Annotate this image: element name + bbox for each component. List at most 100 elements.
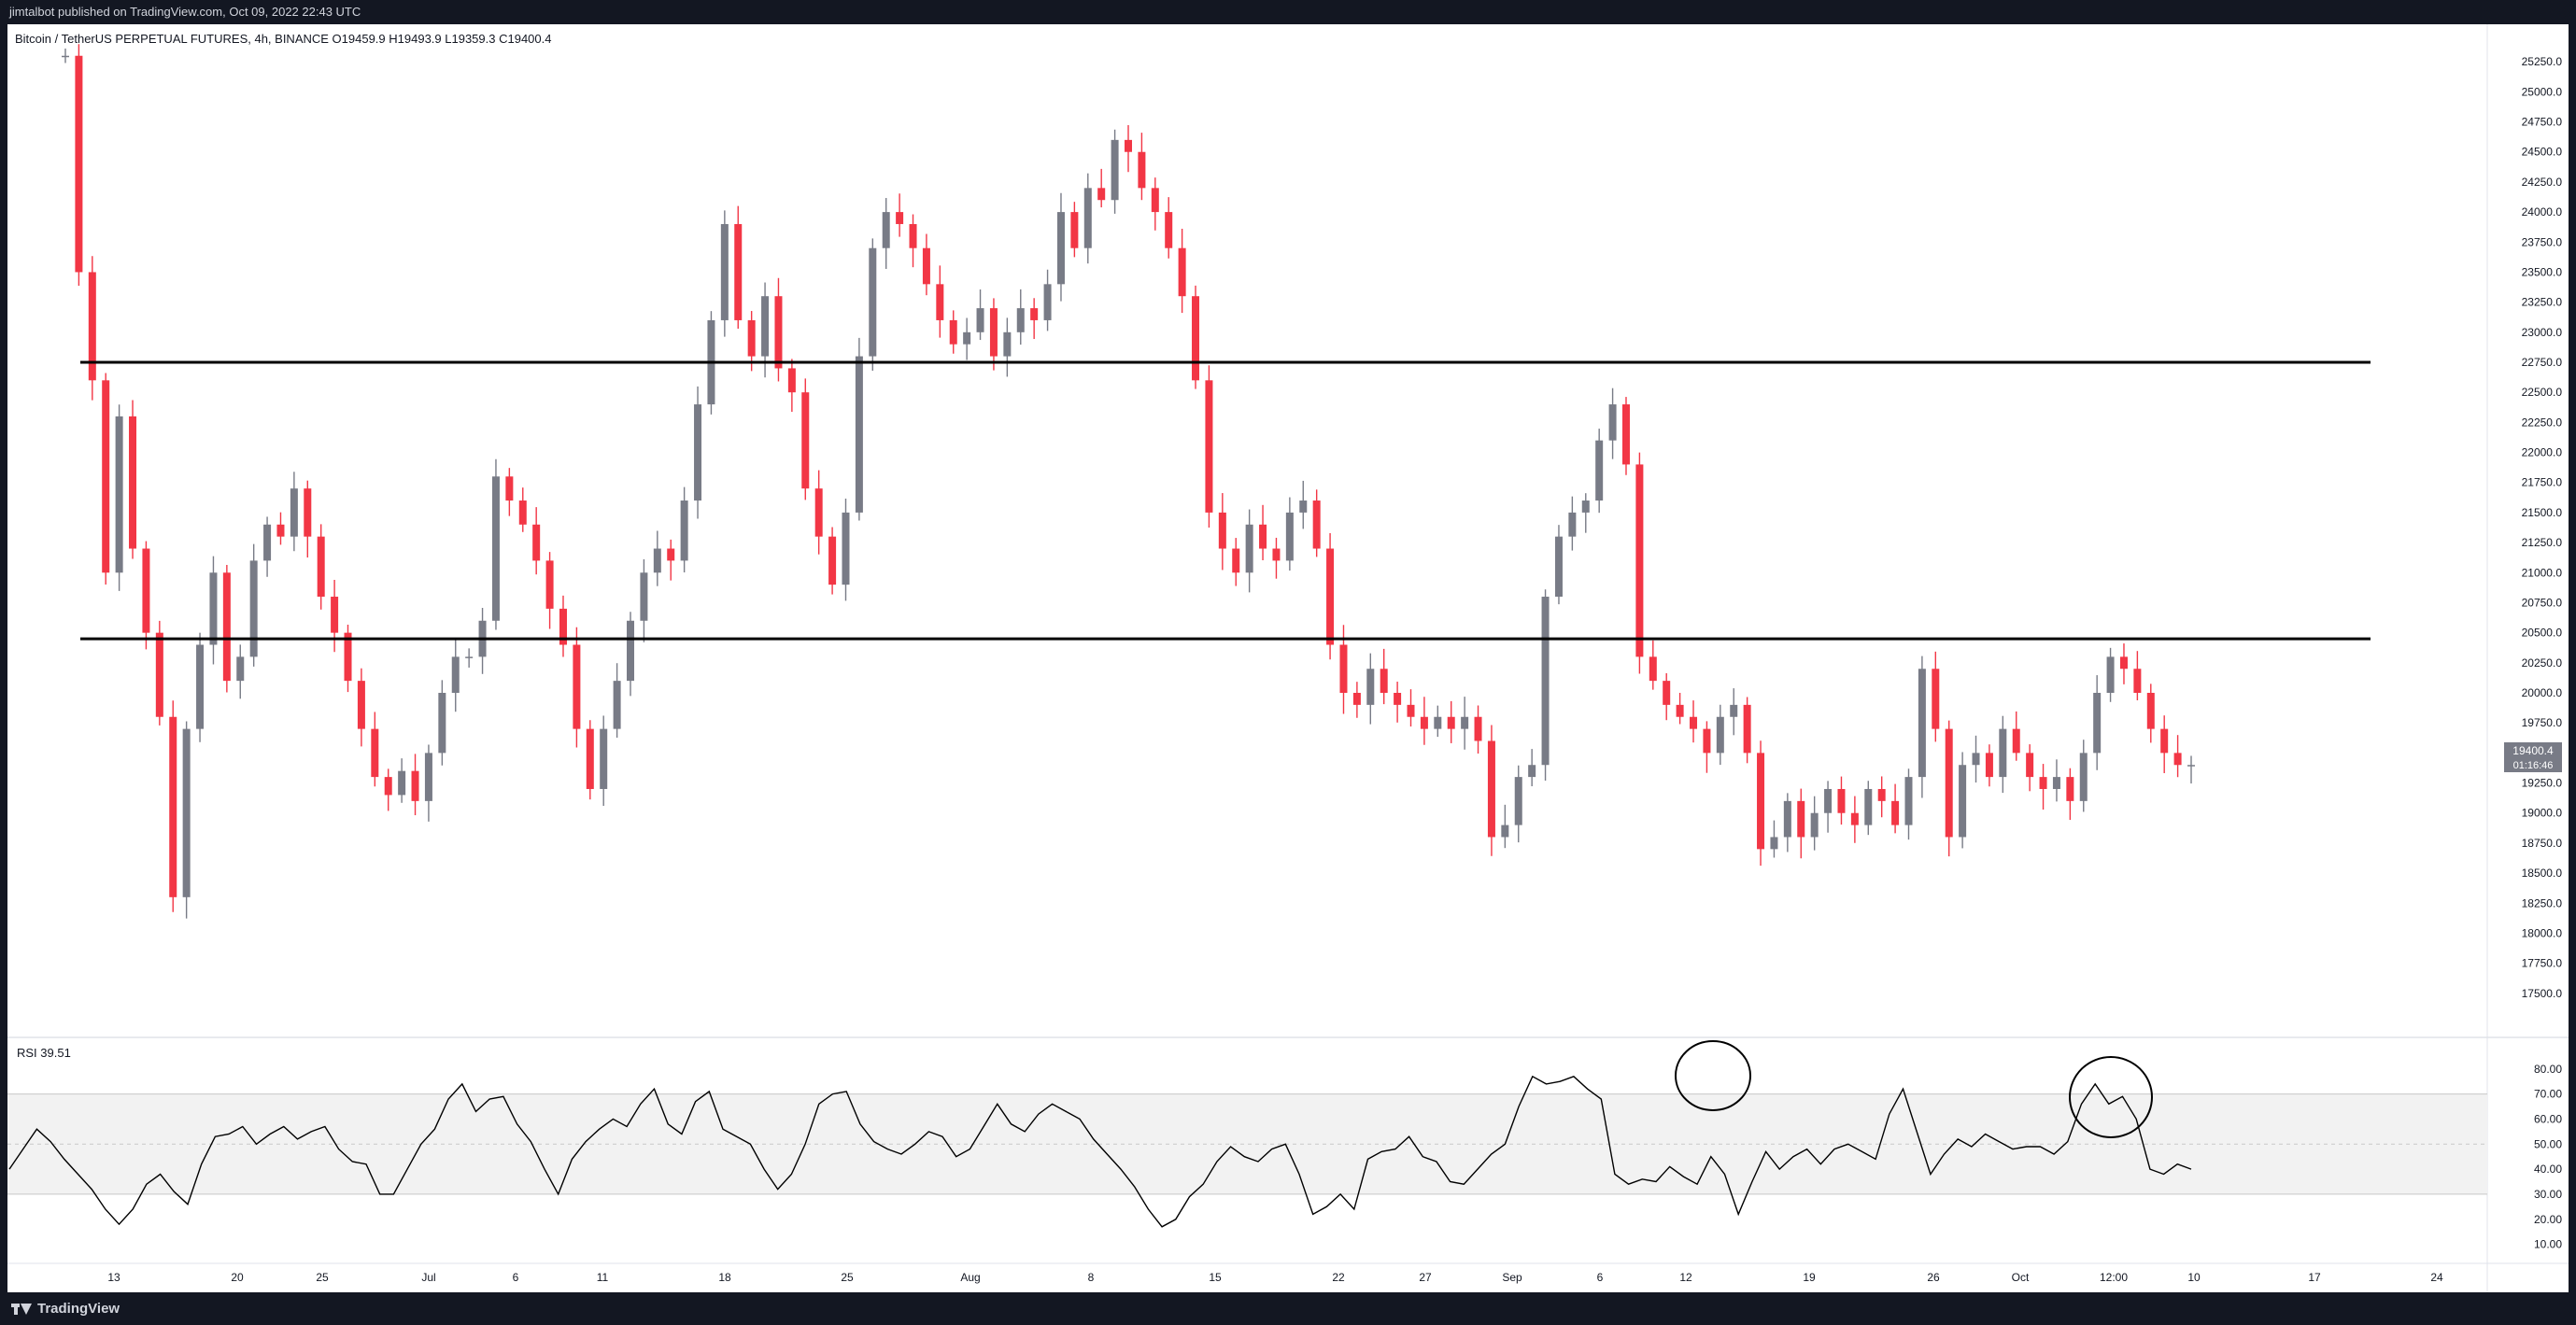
candle-body	[2026, 753, 2034, 778]
countdown-label: 01:16:46	[2513, 760, 2554, 771]
rsi-legend: RSI 39.51	[17, 1046, 71, 1060]
candle-body	[1461, 716, 1469, 729]
candle-body	[1837, 788, 1846, 813]
candle-body	[922, 247, 930, 285]
candle-body	[1581, 500, 1590, 513]
candle-body	[1312, 500, 1321, 549]
candle-body	[2052, 777, 2060, 789]
candle-body	[2066, 777, 2074, 801]
candle-body	[1554, 536, 1563, 598]
price-tick-label: 23500.0	[2522, 265, 2563, 278]
tradingview-logo-icon	[11, 1303, 32, 1315]
candle-body	[2160, 728, 2169, 754]
price-tick-label: 20500.0	[2522, 627, 2563, 640]
candle-body	[801, 392, 810, 489]
horizontal-levels[interactable]	[80, 360, 2371, 641]
rsi-circle-annotation[interactable]	[1675, 1040, 1751, 1111]
candle-body	[1016, 308, 1025, 332]
candle-body	[640, 572, 648, 621]
time-tick-label: 8	[1088, 1271, 1095, 1284]
candle-body	[613, 681, 621, 729]
price-tick-label: 19000.0	[2522, 807, 2563, 820]
candle-body	[102, 380, 110, 573]
current-price-label: 19400.4	[2512, 744, 2554, 757]
candle-body	[222, 572, 231, 682]
candle-body	[882, 212, 890, 248]
candle-body	[1070, 212, 1079, 248]
candle-body	[371, 728, 379, 778]
candle-body	[1434, 716, 1442, 729]
time-tick-label: 10	[2187, 1271, 2201, 1284]
symbol-legend: Bitcoin / TetherUS PERPETUAL FUTURES, 4h…	[15, 32, 552, 46]
rsi-tick-label: 80.00	[2534, 1063, 2562, 1076]
candle-body	[2012, 728, 2020, 754]
candle-body	[787, 368, 796, 393]
candle-body	[1487, 740, 1495, 838]
candle-body	[1621, 404, 1630, 465]
candle-body	[1716, 716, 1724, 754]
candle-body	[331, 597, 339, 633]
candle-body	[2039, 777, 2047, 789]
tradingview-logo[interactable]: TradingView	[11, 1301, 120, 1317]
candle-body	[573, 644, 581, 729]
time-tick-label: 25	[316, 1271, 329, 1284]
time-tick-label: 22	[1332, 1271, 1345, 1284]
candle-body	[1514, 777, 1522, 825]
time-tick-label: Aug	[960, 1271, 980, 1284]
candle-body	[1259, 524, 1267, 549]
chart-svg[interactable]: 17500.0 17750.0 18000.0 18250.0 18500.0 18750…	[7, 24, 2569, 1292]
price-tick-label: 23250.0	[2522, 296, 2563, 309]
candle-body	[1649, 656, 1657, 682]
candle-body	[263, 524, 272, 561]
rsi-tick-label: 20.00	[2534, 1213, 2562, 1226]
candle-body	[1111, 139, 1119, 201]
rsi-tick-label: 50.00	[2534, 1137, 2562, 1150]
candle-body	[62, 55, 69, 58]
candle-body	[155, 632, 163, 717]
time-tick-label: 12	[1679, 1271, 1692, 1284]
candle-body	[1891, 800, 1900, 825]
candle-body	[1999, 728, 2007, 778]
candle-body	[1595, 440, 1604, 501]
price-tick-label: 18750.0	[2522, 837, 2563, 850]
price-tick-label: 21500.0	[2522, 506, 2563, 519]
chart-area[interactable]: 17500.0 17750.0 18000.0 18250.0 18500.0 18750…	[7, 24, 2569, 1292]
candle-body	[249, 560, 258, 657]
candle-body	[236, 656, 245, 682]
price-tick-label: 25250.0	[2522, 55, 2563, 68]
published-bar: jimtalbot published on TradingView.com, …	[0, 0, 2576, 24]
candle-body	[196, 644, 205, 729]
price-tick-label: 21250.0	[2522, 536, 2563, 549]
time-tick-label: Sep	[1502, 1271, 1522, 1284]
candle-body	[1877, 788, 1886, 801]
candle-body	[1030, 308, 1039, 320]
rsi-circle-annotation[interactable]	[2069, 1056, 2153, 1138]
candle-body	[1125, 139, 1132, 152]
candle-body	[814, 488, 823, 537]
time-tick-label: 6	[1597, 1271, 1604, 1284]
candle-body	[344, 632, 352, 682]
price-tick-label: 24250.0	[2522, 176, 2563, 189]
rsi-axis[interactable]: 10.00 20.00 30.00 40.00 50.00 60.00 70.00 80.00	[2534, 1063, 2562, 1251]
candle-body	[2079, 753, 2088, 801]
price-tick-label: 21750.0	[2522, 476, 2563, 489]
candle-body	[1097, 188, 1106, 201]
candle-body	[2106, 656, 2115, 693]
candle-body	[559, 608, 567, 645]
candle-body	[1407, 704, 1415, 717]
candle-body	[747, 319, 756, 357]
candle-body	[1810, 812, 1819, 838]
candle-body	[1380, 669, 1388, 693]
price-tick-label: 24500.0	[2522, 146, 2563, 159]
price-axis[interactable]: 17500.0 17750.0 18000.0 18250.0 18500.0 18750…	[2522, 55, 2563, 1000]
candle-body	[1676, 704, 1684, 717]
candle-body	[1797, 800, 1805, 838]
time-tick-label: 20	[231, 1271, 244, 1284]
candle-body	[694, 404, 702, 501]
candle-body	[1864, 788, 1873, 825]
candle-body	[1138, 151, 1146, 189]
time-axis[interactable]: 13 20 25 Jul 6 11 18 25 Aug 8 15 22 27 Sep 6 12 19 26 Oct 1…	[107, 1271, 2443, 1284]
time-tick-label: 17	[2308, 1271, 2321, 1284]
candle-body	[627, 620, 635, 682]
candle-body	[1730, 704, 1738, 717]
